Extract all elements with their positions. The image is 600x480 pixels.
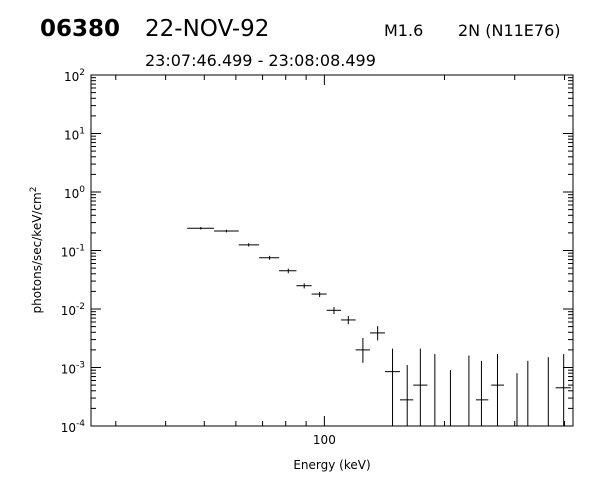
data-point — [355, 337, 370, 363]
y-tick-label-base: 10 — [61, 246, 76, 260]
y-tick-label-base: 10 — [61, 304, 76, 318]
y-tick-label-base: 10 — [64, 187, 79, 201]
y-tick-label-base: 10 — [64, 70, 79, 84]
flare-class: M1.6 — [384, 21, 423, 40]
y-tick-label-exponent: 2 — [79, 68, 85, 78]
data-point — [491, 354, 505, 426]
data-point — [399, 365, 414, 426]
y-tick-label-base: 10 — [64, 129, 79, 143]
y-tick-label: 10-2 — [61, 302, 85, 318]
data-points — [187, 227, 571, 426]
data-point — [214, 229, 239, 233]
data-point — [296, 283, 312, 289]
data-point — [476, 360, 489, 426]
data-point — [369, 326, 386, 341]
y-tick-label: 10-1 — [61, 244, 85, 260]
y-axis-title-text: photons/sec/keV/cm2 — [29, 187, 44, 314]
y-tick-label-base: 10 — [61, 363, 76, 377]
data-point — [259, 255, 280, 260]
x-tick-label: 100 — [313, 433, 336, 447]
y-tick-label-base: 10 — [61, 421, 76, 435]
data-point — [238, 243, 260, 247]
event-id: 06380 — [40, 16, 120, 42]
y-tick-label-exponent: -2 — [76, 302, 85, 312]
y-tick-label: 10-3 — [61, 361, 85, 377]
data-point — [279, 268, 297, 274]
y-tick-label: 10-4 — [61, 419, 86, 435]
y-tick-label: 102 — [64, 68, 85, 84]
data-point — [385, 348, 400, 426]
axis-ticks — [91, 74, 573, 427]
y-axis-title: photons/sec/keV/cm2 — [29, 187, 44, 314]
data-point — [413, 348, 428, 426]
data-point — [311, 292, 327, 298]
y-axis-title-superscript: 2 — [29, 187, 39, 193]
event-date: 22-NOV-92 — [145, 16, 269, 42]
optical-class: 2N (N11E76) — [458, 21, 561, 40]
y-axis-title-main: photons/sec/keV/cm — [30, 192, 44, 313]
x-axis-title: Energy (keV) — [293, 458, 370, 472]
time-range: 23:07:46.499 - 23:08:08.499 — [145, 51, 376, 70]
y-tick-label-exponent: 0 — [79, 185, 85, 195]
y-tick-label-exponent: -1 — [76, 244, 85, 254]
data-point — [341, 315, 356, 325]
y-tick-label: 100 — [64, 185, 85, 201]
y-tick-label: 101 — [64, 127, 85, 143]
y-tick-label-exponent: 1 — [79, 127, 85, 137]
x-tick-labels: 100 — [313, 433, 336, 447]
data-point — [187, 227, 215, 230]
y-tick-label-exponent: -4 — [76, 419, 85, 429]
data-point — [555, 354, 571, 426]
data-point — [326, 307, 342, 315]
y-tick-label-exponent: -3 — [76, 361, 85, 371]
